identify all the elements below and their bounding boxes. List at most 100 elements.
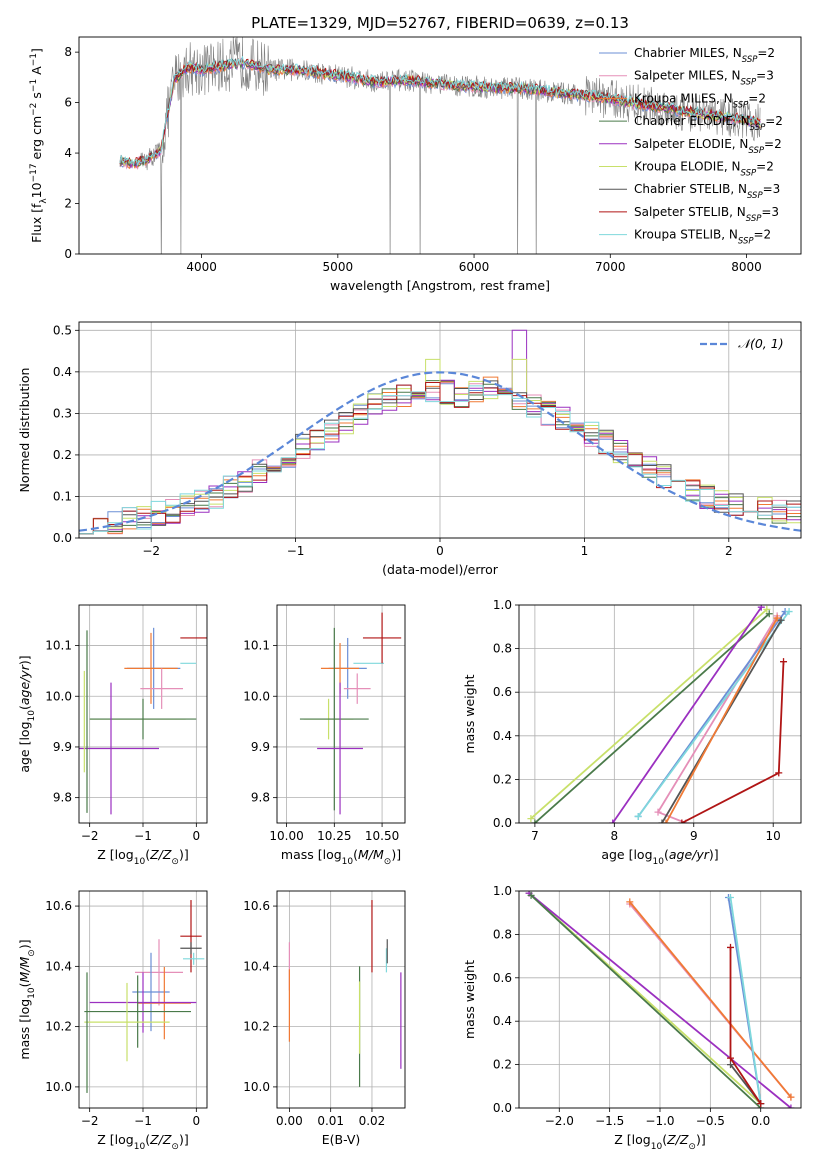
y-tick-label: 0.2 [53,448,72,462]
x-axis-label: Z [log10(Z/Z⊙)] [614,1132,705,1152]
y-tick-label: 0.0 [53,531,72,545]
weight-point-kroupa_miles [787,1093,795,1101]
weight-point-kroupa_stelib [785,608,793,616]
legend-label-sub: SSP [741,169,757,179]
plot-area [288,900,402,1087]
x-axis-label-part: )] [709,847,719,862]
x-axis-label-part: 10 [651,1142,663,1152]
model-kroupa_stelib [119,56,761,168]
y-tick-label: 9.9 [53,740,72,754]
y-axis-label-part: age/yr [17,664,32,705]
x-tick-label: 1 [581,544,589,558]
y-tick-label: 10.1 [45,639,72,653]
y-axis-label: mass [log10(M/M⊙)] [17,939,37,1059]
plot-area [119,37,761,254]
x-tick-label: −1.0 [645,1114,674,1128]
y-tick-label: 0.8 [493,927,512,941]
y-axis-label-part: age [log [17,721,32,772]
y-tick-label: 10.2 [243,1020,270,1034]
panel-mass_vs_Z: −2 −1 010.010.210.410.6Z [log10(Z/Z⊙)]mass… [17,890,208,1152]
x-tick-label: −0.5 [696,1114,725,1128]
panel-weight_vs_Z: −2.0 −1.5 −1.0 −0.5 0.0 0.0 0.2 0.4 0.6 0.8 1.0 Z [… [462,884,802,1152]
weight-point-kroupa_stelib [727,894,734,902]
legend-label-sub: SSP [742,55,758,65]
plot-area [79,329,801,535]
legend-label-name: Chabrier ELODIE, N [634,114,750,128]
x-axis-label-part: E(B-V) [322,1132,361,1147]
y-tick-label: 10.0 [45,1080,72,1094]
legend-label-n: =2 [748,91,766,105]
legend-label-n: =2 [756,160,774,174]
y-tick-label: 0.4 [53,365,72,379]
legend-label-name: Chabrier MILES, N [634,46,742,60]
y-axis-label-part: 10 [27,987,37,999]
x-tick-label: −1.5 [595,1114,624,1128]
weight-point-kroupa_stelib [634,812,642,820]
weight-point-salpeter_elodie [609,819,617,823]
y-axis-label-part: Flux [f [29,203,44,243]
x-axis-label-part: Z [log [97,847,133,862]
weight-point-salpeter_stelib [775,769,783,777]
axes-frame [78,604,208,824]
x-axis-label-part: ⊙ [688,1142,696,1152]
x-tick-label: 10.50 [365,829,399,843]
x-axis-label-part: Z [log [97,1132,133,1147]
x-tick-label: −2 [81,1114,99,1128]
y-axis-label-part: erg cm [29,116,44,164]
x-axis-label-part: )] [179,847,189,862]
y-tick-label: 10.0 [45,689,72,703]
x-tick-label: 0.01 [317,1114,344,1128]
plot-area [84,900,205,1093]
y-tick-label: 8 [64,45,72,59]
axes-frame [78,890,208,1109]
y-axis-label-part: )] [17,939,32,949]
panel-mass_vs_ebv: 0.00 0.01 0.02 10.0 10.2 10.4 10.6 E(B-V) [243,890,406,1147]
x-tick-label: −2.0 [545,1114,574,1128]
x-tick-label: −1 [287,544,305,558]
x-axis-label-part: ( [664,847,669,862]
y-tick-label: 6 [64,96,72,110]
x-axis-label-part: )] [696,1132,706,1147]
y-axis-label: age [log10(age/yr)] [17,655,37,772]
x-axis-label-part: ⊙ [384,857,392,867]
x-axis-label-part: Z/Z [149,847,172,862]
y-tick-label: 0.8 [493,642,512,656]
x-axis-label-part: 10 [653,857,665,867]
x-axis-label-part: ( [145,847,150,862]
y-tick-label: 0.0 [493,816,512,830]
x-tick-label: 6000 [459,260,490,274]
x-axis-label-part: Z/Z [149,1132,172,1147]
weight-point-chabrier_elodie [765,610,773,618]
weight-point-kroupa_elodie [763,605,771,613]
y-axis-label-part: )] [17,655,32,665]
weight-line-kroupa_miles [665,617,778,823]
x-tick-label: 8000 [731,260,762,274]
x-axis-label-part: Z [log [614,1132,650,1147]
legend-label-n: =2 [757,46,775,60]
x-axis-label-part: 10 [342,857,354,867]
y-tick-label: 2 [64,197,72,211]
legend-label: Chabrier STELIB, NSSP=3 [634,182,780,201]
legend-label: Chabrier MILES, NSSP=2 [634,46,775,65]
x-tick-label: 8 [611,829,619,843]
legend-label-sub: SSP [746,214,762,224]
y-tick-label: 4 [64,146,72,160]
y-axis-label: Normed distribution [17,368,32,493]
x-axis-label: age [log10(age/yr)] [601,847,718,867]
y-axis-label-part: mass weight [462,960,477,1039]
weight-point-kroupa_miles [662,819,670,823]
legend-label: Chabrier ELODIE, NSSP=2 [634,114,783,133]
weight-line-salpeter_elodie [528,892,792,1108]
legend-label-sub: SSP [733,100,749,110]
legend-label-name: Salpeter MILES, N [634,69,741,83]
y-axis-label-part: ( [17,705,32,710]
y-tick-label: 9.9 [251,740,270,754]
weight-point-salpeter_stelib [780,658,788,666]
y-axis-label-part: −2 [29,103,39,116]
y-axis-label-part: λ [39,198,49,204]
y-tick-label: 0.2 [493,772,512,786]
legend-label: Salpeter ELODIE, NSSP=2 [634,137,782,156]
weight-line-kroupa_miles [629,901,792,1098]
